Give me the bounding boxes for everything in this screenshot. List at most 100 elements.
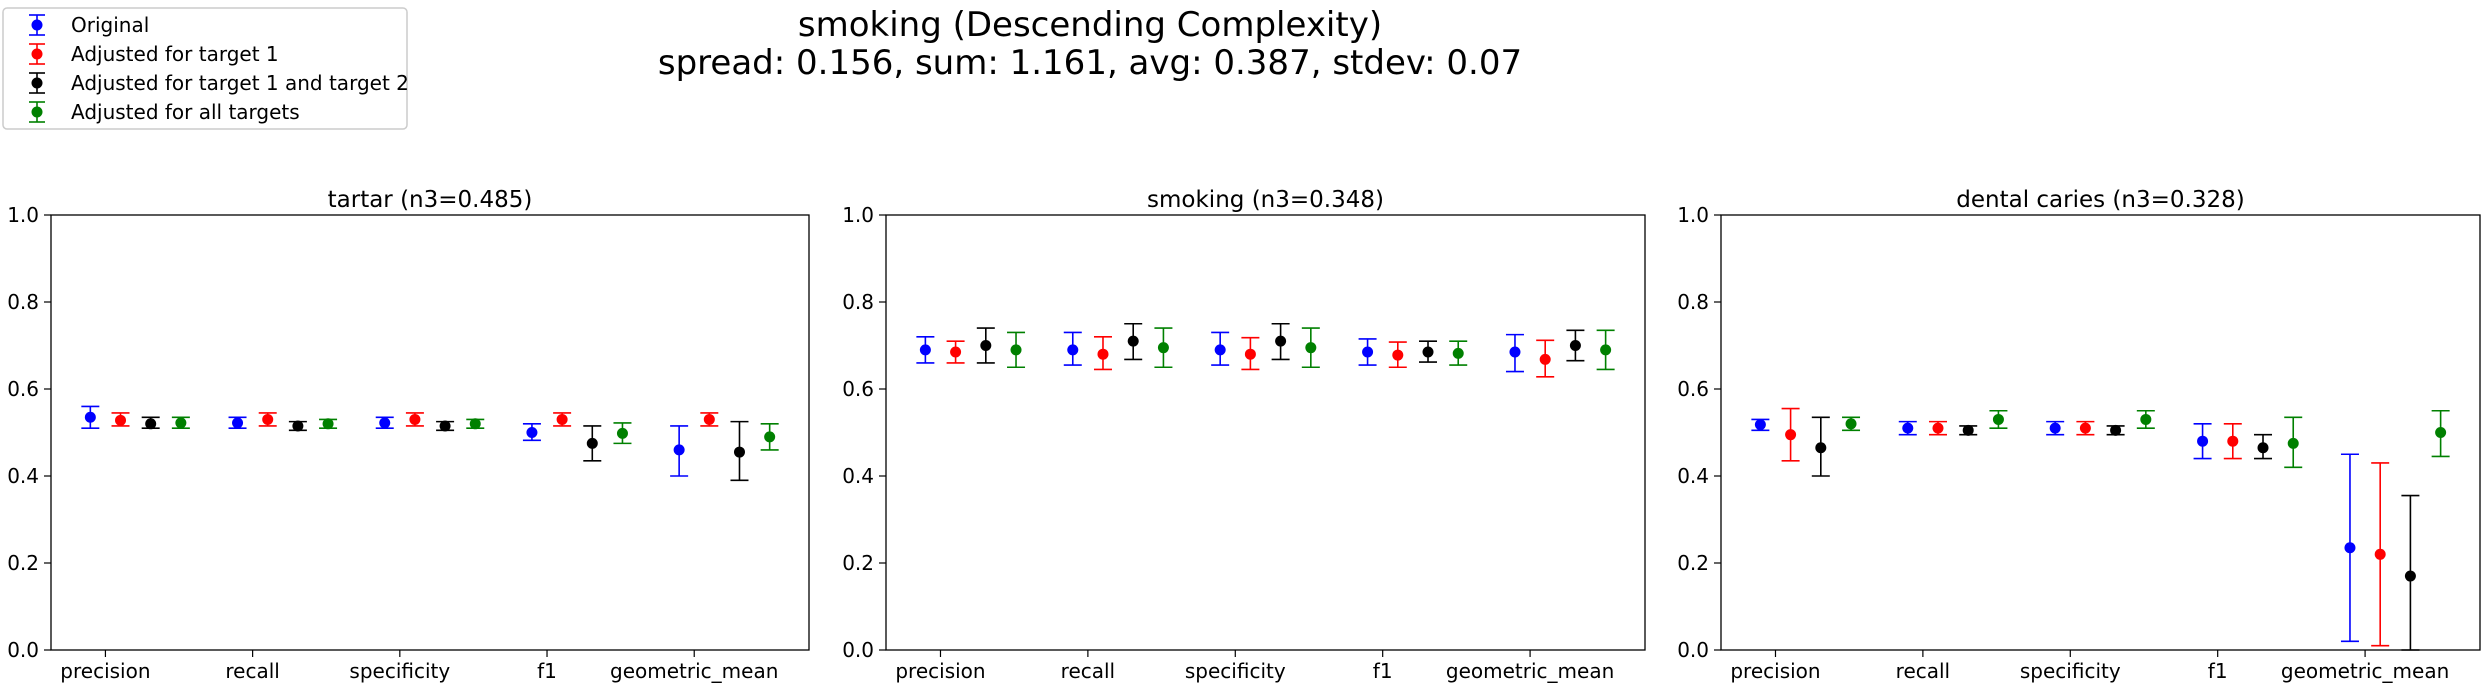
series-group: [1781, 407, 2390, 647]
y-tick-label: 0.0: [1677, 638, 1709, 662]
data-point: [1244, 348, 1256, 360]
x-tick-label: recall: [225, 659, 279, 683]
data-point: [1067, 344, 1079, 356]
data-point: [1127, 335, 1139, 347]
legend-entries: Original Adjusted for target 1 Adjusted fo…: [29, 13, 409, 124]
data-point: [1754, 419, 1766, 431]
data-point: [2287, 437, 2299, 449]
x-tick-label: f1: [1373, 659, 1393, 683]
x-tick-label: specificity: [1185, 659, 1286, 683]
data-point: [1010, 344, 1022, 356]
chart-panel: smoking (n3=0.348) 0.0 0.2 0.4 0.6 0.8 1.0 prec…: [842, 187, 1646, 683]
legend-label: Adjusted for all targets: [71, 100, 300, 124]
legend-marker-dot: [31, 48, 43, 60]
series-group: [81, 405, 689, 477]
data-point: [586, 437, 598, 449]
data-point: [2435, 427, 2447, 438]
x-tick-label: specificity: [349, 659, 450, 683]
data-point: [2374, 548, 2386, 560]
data-point: [84, 411, 96, 423]
series-group: [141, 416, 749, 482]
data-point: [1569, 340, 1581, 351]
data-point: [1452, 347, 1464, 359]
data-point: [1815, 442, 1827, 454]
chart-panel: dental caries (n3=0.328) 0.0 0.2 0.4 0.6 0.8 1…: [1677, 187, 2481, 683]
legend: Original Adjusted for target 1 Adjusted fo…: [2, 7, 409, 130]
y-tick-label: 0.4: [1677, 464, 1709, 488]
y-tick-label: 0.2: [842, 551, 874, 575]
data-point: [980, 340, 992, 351]
y-tick-label: 1.0: [1677, 203, 1709, 227]
y-tick-label: 0.0: [842, 638, 874, 662]
x-tick-label: f1: [537, 659, 557, 683]
data-point: [2079, 422, 2091, 434]
data-point: [2110, 424, 2122, 436]
data-point: [1962, 424, 1974, 436]
x-tick-label: geometric_mean: [610, 659, 778, 683]
y-tick-label: 0.6: [1677, 377, 1709, 401]
x-tick-label: precision: [60, 659, 150, 683]
data-point: [1157, 342, 1169, 354]
y-tick-label: 1.0: [7, 203, 39, 227]
x-tick-label: specificity: [2020, 659, 2121, 683]
legend-label: Original: [71, 13, 149, 37]
data-point: [2049, 422, 2061, 434]
data-point: [556, 413, 568, 425]
data-point: [145, 418, 157, 430]
plot-frame: [50, 214, 810, 651]
legend-label: Adjusted for target 1: [71, 42, 279, 66]
data-point: [1275, 335, 1287, 347]
chart-panels: tartar (n3=0.485) 0.0 0.2 0.4 0.6 0.8 1.0 preci…: [7, 187, 2481, 683]
y-tick-label: 0.4: [7, 464, 39, 488]
y-tick-label: 1.0: [842, 203, 874, 227]
series-group: [1842, 409, 2450, 469]
y-tick-label: 0.6: [842, 377, 874, 401]
data-point: [673, 444, 685, 456]
y-tick-label: 0.4: [842, 464, 874, 488]
data-point: [292, 420, 304, 432]
data-point: [1785, 429, 1797, 441]
legend-marker-dot: [31, 77, 43, 89]
data-point: [2344, 542, 2356, 554]
data-point: [1422, 346, 1434, 358]
x-tick-label: geometric_mean: [1446, 659, 1614, 683]
data-point: [2140, 413, 2152, 425]
x-tick-label: precision: [1730, 659, 1820, 683]
data-point: [950, 346, 962, 358]
x-tick-label: geometric_mean: [2281, 659, 2449, 683]
series-group: [1007, 327, 1615, 371]
legend-entry: Original: [29, 13, 149, 37]
data-point: [1932, 422, 1944, 434]
plot-frame: [1720, 214, 2481, 651]
legend-marker-dot: [31, 106, 43, 118]
legend-label: Adjusted for target 1 and target 2: [71, 71, 409, 95]
series-group: [171, 416, 779, 451]
data-point: [703, 413, 715, 425]
data-point: [379, 417, 391, 429]
y-tick-label: 0.6: [7, 377, 39, 401]
y-tick-label: 0.2: [7, 551, 39, 575]
plot-frame: [885, 214, 1646, 651]
data-point: [1539, 353, 1551, 365]
chart-panel: tartar (n3=0.485) 0.0 0.2 0.4 0.6 0.8 1.0 preci…: [7, 187, 810, 683]
data-point: [469, 418, 481, 430]
data-point: [1214, 344, 1226, 356]
y-tick-label: 0.8: [7, 290, 39, 314]
figure-title-line2: spread: 0.156, sum: 1.161, avg: 0.387, s…: [658, 43, 1522, 83]
data-point: [2404, 570, 2416, 582]
legend-entry: Adjusted for all targets: [29, 100, 300, 124]
series-group: [916, 331, 1524, 373]
data-point: [322, 418, 334, 430]
data-point: [1305, 342, 1317, 354]
data-point: [1097, 348, 1109, 360]
y-tick-label: 0.2: [1677, 551, 1709, 575]
data-point: [2257, 442, 2269, 454]
data-point: [764, 431, 776, 443]
x-tick-label: precision: [895, 659, 985, 683]
legend-marker-dot: [31, 19, 43, 31]
x-tick-label: recall: [1061, 659, 1115, 683]
chart-title: smoking (n3=0.348): [1147, 187, 1384, 213]
chart-title: dental caries (n3=0.328): [1956, 187, 2244, 213]
data-point: [1992, 413, 2004, 425]
